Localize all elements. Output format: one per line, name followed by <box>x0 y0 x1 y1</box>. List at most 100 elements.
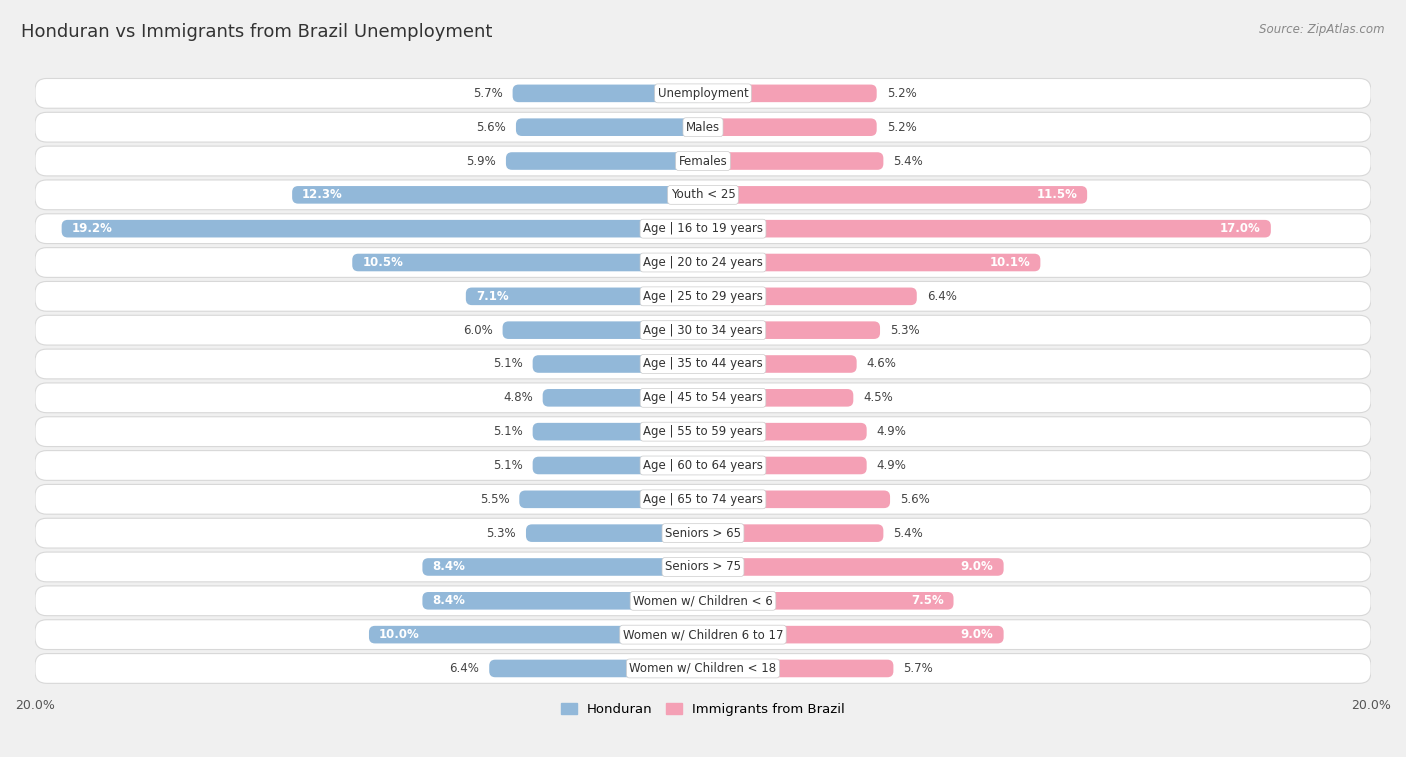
FancyBboxPatch shape <box>292 186 703 204</box>
FancyBboxPatch shape <box>516 118 703 136</box>
FancyBboxPatch shape <box>703 118 877 136</box>
Text: 8.4%: 8.4% <box>433 594 465 607</box>
FancyBboxPatch shape <box>62 220 703 238</box>
Text: 10.1%: 10.1% <box>990 256 1031 269</box>
Text: Women w/ Children 6 to 17: Women w/ Children 6 to 17 <box>623 628 783 641</box>
Text: Seniors > 65: Seniors > 65 <box>665 527 741 540</box>
Text: Age | 25 to 29 years: Age | 25 to 29 years <box>643 290 763 303</box>
FancyBboxPatch shape <box>703 491 890 508</box>
FancyBboxPatch shape <box>35 315 1371 345</box>
FancyBboxPatch shape <box>368 626 703 643</box>
Text: 5.7%: 5.7% <box>904 662 934 675</box>
Legend: Honduran, Immigrants from Brazil: Honduran, Immigrants from Brazil <box>555 698 851 721</box>
FancyBboxPatch shape <box>35 112 1371 142</box>
Text: 5.5%: 5.5% <box>479 493 509 506</box>
Text: 5.4%: 5.4% <box>893 154 924 167</box>
FancyBboxPatch shape <box>353 254 703 271</box>
Text: Females: Females <box>679 154 727 167</box>
Text: Age | 55 to 59 years: Age | 55 to 59 years <box>643 425 763 438</box>
Text: Age | 35 to 44 years: Age | 35 to 44 years <box>643 357 763 370</box>
Text: 6.4%: 6.4% <box>450 662 479 675</box>
FancyBboxPatch shape <box>489 659 703 678</box>
FancyBboxPatch shape <box>35 653 1371 684</box>
Text: Age | 30 to 34 years: Age | 30 to 34 years <box>643 324 763 337</box>
Text: Age | 20 to 24 years: Age | 20 to 24 years <box>643 256 763 269</box>
Text: 10.5%: 10.5% <box>363 256 404 269</box>
Text: 5.6%: 5.6% <box>900 493 929 506</box>
FancyBboxPatch shape <box>422 592 703 609</box>
Text: 5.1%: 5.1% <box>494 357 523 370</box>
FancyBboxPatch shape <box>703 389 853 407</box>
Text: 5.9%: 5.9% <box>467 154 496 167</box>
Text: Age | 16 to 19 years: Age | 16 to 19 years <box>643 222 763 235</box>
FancyBboxPatch shape <box>35 484 1371 514</box>
Text: 5.2%: 5.2% <box>887 87 917 100</box>
FancyBboxPatch shape <box>703 592 953 609</box>
Text: 5.2%: 5.2% <box>887 120 917 134</box>
FancyBboxPatch shape <box>703 423 866 441</box>
Text: 4.8%: 4.8% <box>503 391 533 404</box>
FancyBboxPatch shape <box>526 525 703 542</box>
FancyBboxPatch shape <box>35 349 1371 379</box>
FancyBboxPatch shape <box>703 525 883 542</box>
Text: 4.9%: 4.9% <box>877 425 907 438</box>
Text: 9.0%: 9.0% <box>960 560 994 574</box>
Text: 10.0%: 10.0% <box>380 628 420 641</box>
FancyBboxPatch shape <box>35 620 1371 650</box>
FancyBboxPatch shape <box>543 389 703 407</box>
Text: 7.5%: 7.5% <box>911 594 943 607</box>
FancyBboxPatch shape <box>506 152 703 170</box>
Text: 4.6%: 4.6% <box>866 357 897 370</box>
FancyBboxPatch shape <box>35 450 1371 481</box>
FancyBboxPatch shape <box>422 558 703 576</box>
Text: 5.7%: 5.7% <box>472 87 502 100</box>
Text: Youth < 25: Youth < 25 <box>671 188 735 201</box>
FancyBboxPatch shape <box>35 79 1371 108</box>
Text: 4.9%: 4.9% <box>877 459 907 472</box>
Text: Age | 65 to 74 years: Age | 65 to 74 years <box>643 493 763 506</box>
Text: 5.3%: 5.3% <box>890 324 920 337</box>
FancyBboxPatch shape <box>703 626 1004 643</box>
FancyBboxPatch shape <box>703 322 880 339</box>
FancyBboxPatch shape <box>703 85 877 102</box>
FancyBboxPatch shape <box>703 254 1040 271</box>
FancyBboxPatch shape <box>35 213 1371 244</box>
FancyBboxPatch shape <box>35 417 1371 447</box>
Text: 12.3%: 12.3% <box>302 188 343 201</box>
FancyBboxPatch shape <box>703 186 1087 204</box>
Text: Honduran vs Immigrants from Brazil Unemployment: Honduran vs Immigrants from Brazil Unemp… <box>21 23 492 41</box>
Text: 9.0%: 9.0% <box>960 628 994 641</box>
Text: 4.5%: 4.5% <box>863 391 893 404</box>
FancyBboxPatch shape <box>35 552 1371 582</box>
FancyBboxPatch shape <box>519 491 703 508</box>
Text: Seniors > 75: Seniors > 75 <box>665 560 741 574</box>
FancyBboxPatch shape <box>703 355 856 372</box>
FancyBboxPatch shape <box>502 322 703 339</box>
Text: 19.2%: 19.2% <box>72 222 112 235</box>
Text: 7.1%: 7.1% <box>475 290 509 303</box>
Text: 6.4%: 6.4% <box>927 290 956 303</box>
Text: Age | 60 to 64 years: Age | 60 to 64 years <box>643 459 763 472</box>
FancyBboxPatch shape <box>533 423 703 441</box>
FancyBboxPatch shape <box>35 282 1371 311</box>
FancyBboxPatch shape <box>35 383 1371 413</box>
Text: 11.5%: 11.5% <box>1036 188 1077 201</box>
Text: 8.4%: 8.4% <box>433 560 465 574</box>
Text: Women w/ Children < 18: Women w/ Children < 18 <box>630 662 776 675</box>
Text: Unemployment: Unemployment <box>658 87 748 100</box>
Text: Males: Males <box>686 120 720 134</box>
Text: Source: ZipAtlas.com: Source: ZipAtlas.com <box>1260 23 1385 36</box>
FancyBboxPatch shape <box>703 456 866 475</box>
Text: Women w/ Children < 6: Women w/ Children < 6 <box>633 594 773 607</box>
FancyBboxPatch shape <box>35 586 1371 615</box>
FancyBboxPatch shape <box>703 288 917 305</box>
FancyBboxPatch shape <box>35 180 1371 210</box>
Text: 5.1%: 5.1% <box>494 459 523 472</box>
Text: 17.0%: 17.0% <box>1220 222 1261 235</box>
Text: 5.4%: 5.4% <box>893 527 924 540</box>
FancyBboxPatch shape <box>35 248 1371 277</box>
FancyBboxPatch shape <box>703 558 1004 576</box>
FancyBboxPatch shape <box>533 456 703 475</box>
Text: 5.3%: 5.3% <box>486 527 516 540</box>
FancyBboxPatch shape <box>703 659 893 678</box>
